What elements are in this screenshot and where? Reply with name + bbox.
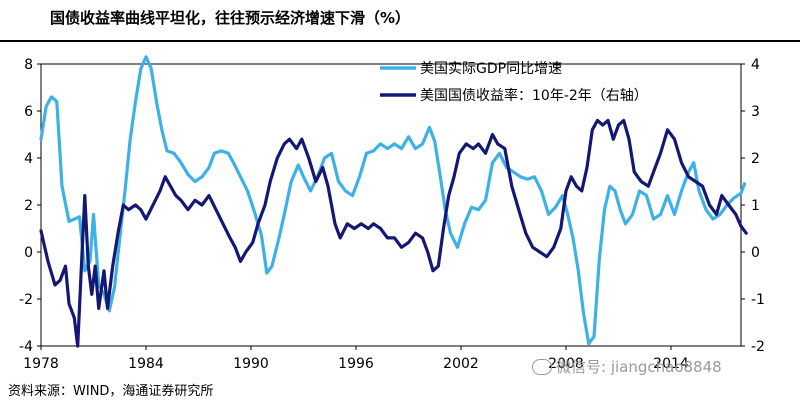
watermark: 微信号: jiangchao8848 bbox=[532, 356, 722, 377]
legend-label-yield-spread: 美国国债收益率：10年-2年（右轴） bbox=[420, 87, 648, 104]
series-line-yield-spread bbox=[39, 118, 748, 348]
chart-title: 国债收益率曲线平坦化，往往预示经济增速下滑（%） bbox=[50, 9, 411, 27]
right-axis-tick-label: -1 bbox=[751, 292, 765, 308]
x-axis-tick-label: 2002 bbox=[443, 356, 479, 372]
wechat-icon bbox=[532, 358, 552, 375]
right-axis-tick-label: 3 bbox=[751, 104, 760, 120]
left-axis-tick-label: 2 bbox=[24, 198, 33, 214]
series-line-gdp-growth bbox=[39, 55, 747, 346]
x-axis-tick-label: 2008 bbox=[548, 356, 584, 372]
right-axis-tick-label: 1 bbox=[751, 198, 760, 214]
right-axis-tick-label: 0 bbox=[751, 245, 760, 261]
right-axis-tick-label: 2 bbox=[751, 151, 760, 167]
x-axis-tick-label: 1984 bbox=[128, 356, 164, 372]
watermark-text: 微信号: jiangchao8848 bbox=[556, 358, 722, 376]
left-axis-tick-label: -2 bbox=[19, 292, 33, 308]
x-axis-tick-label: 1990 bbox=[233, 356, 269, 372]
left-axis-tick-label: 0 bbox=[24, 245, 33, 261]
legend-label-gdp-growth: 美国实际GDP同比增速 bbox=[420, 61, 562, 77]
right-axis-tick-label: 4 bbox=[751, 57, 760, 73]
x-axis-tick-label: 1978 bbox=[23, 356, 59, 372]
x-axis-tick-label: 1996 bbox=[338, 356, 374, 372]
right-axis-tick-label: -2 bbox=[751, 339, 765, 355]
title-divider bbox=[0, 40, 800, 42]
chart-axes: 8 6 4 2 0 -2 -4 4 3 2 1 0 -1 -2 1978 1984 1990 1996 2002 20… bbox=[19, 57, 765, 372]
x-axis-tick-label: 2014 bbox=[653, 356, 689, 372]
left-axis-tick-label: 6 bbox=[24, 104, 33, 120]
left-axis-tick-label: 8 bbox=[24, 57, 33, 73]
chart-series-lines bbox=[39, 55, 748, 348]
left-axis-tick-label: 4 bbox=[24, 151, 33, 167]
left-axis-tick-label: -4 bbox=[19, 339, 33, 355]
source-note: 资料来源：WIND，海通证券研究所 bbox=[8, 384, 214, 399]
